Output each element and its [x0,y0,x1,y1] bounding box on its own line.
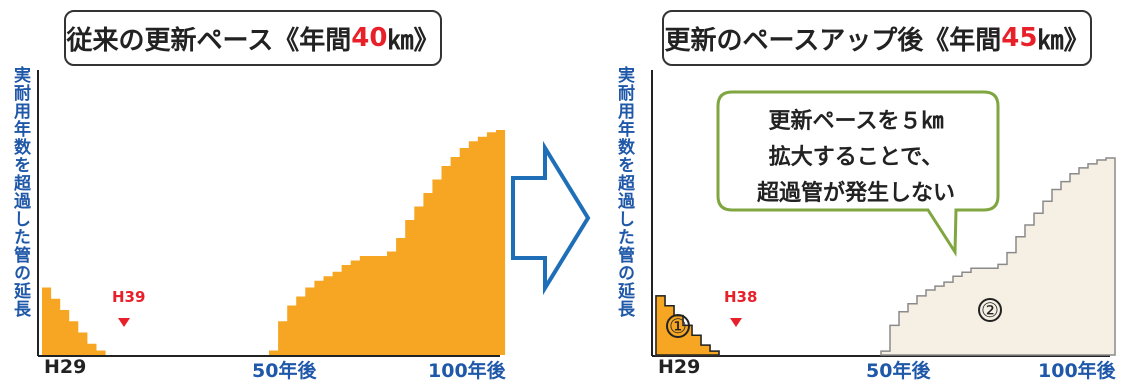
left-tick-h29: H29 [44,356,86,378]
left-tick-50: 50年後 [252,356,316,383]
right-tick-50: 50年後 [866,356,930,383]
right-tick-100: 100年後 [1038,356,1116,383]
left-area-group [42,130,505,355]
left-tick-100: 100年後 [428,356,506,383]
callout-line-1: 更新ペースを５㎞ [728,104,984,140]
right-tick-h29: H29 [658,356,700,378]
left-area-segment-0 [42,288,106,356]
left-marker-label: H39 [112,288,145,306]
callout-line-2: 拡大することで、 [728,140,984,176]
right-marker-label: H38 [724,288,757,306]
region-1-label: ① [666,314,690,338]
right-marker-triangle-icon [730,318,742,327]
region-2-label: ② [978,298,1002,322]
callout-line-3: 超過管が発生しない [728,176,984,212]
left-area-segment-1 [269,130,505,355]
left-marker-triangle-icon [118,318,130,327]
callout-text: 更新ペースを５㎞ 拡大することで、 超過管が発生しない [728,104,984,212]
right-arrow-icon [513,148,588,288]
